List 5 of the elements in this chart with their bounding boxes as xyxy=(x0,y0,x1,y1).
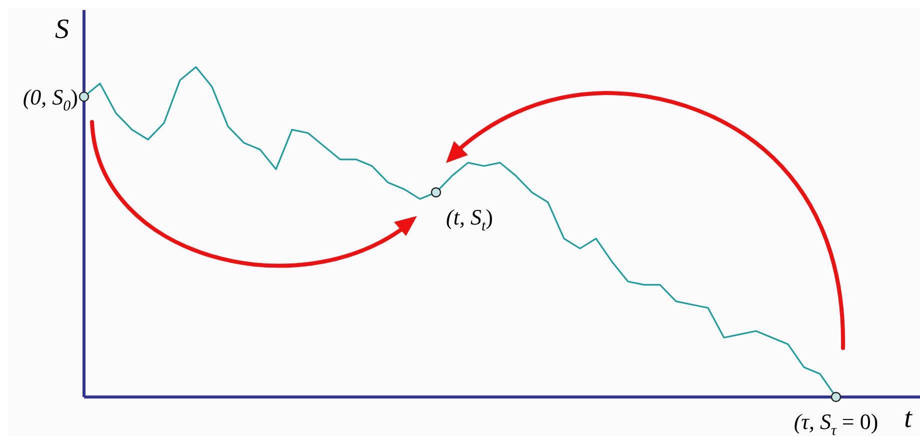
annotation: (0, S$_{0}$) xyxy=(22,84,78,115)
text: (τ, S$_{τ}$ = 0) xyxy=(794,409,878,436)
x-axis-title: t xyxy=(904,403,914,434)
annotation: (t, S$_{t}$) xyxy=(446,204,493,234)
y-axis-title: S xyxy=(55,14,69,45)
